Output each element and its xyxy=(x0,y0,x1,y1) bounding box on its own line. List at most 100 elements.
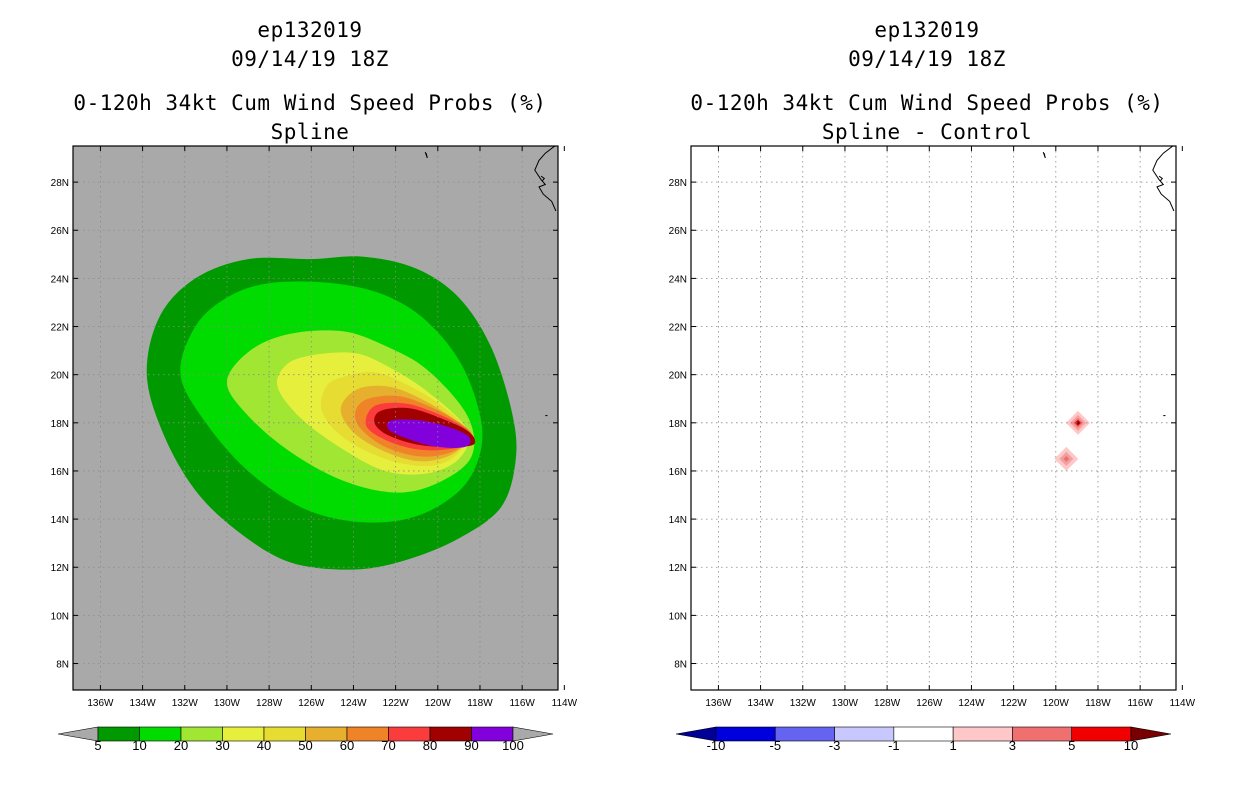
map-panel-left: 136W 134W 132W 130W 128W 126W 124W 122W 120W 118W… xyxy=(51,145,578,753)
colorbar-label: 70 xyxy=(381,738,395,753)
colorbar-bin xyxy=(952,726,1013,742)
xtick-label: 114W xyxy=(552,698,578,709)
ytick-label: 24N xyxy=(669,274,687,285)
island-guadalupe xyxy=(1042,151,1046,159)
island-cedros xyxy=(540,175,546,182)
island-guadalupe xyxy=(424,151,428,159)
ytick-label: 14N xyxy=(669,515,687,526)
right-title-storm-id: ep132019 xyxy=(874,18,980,42)
map-frame xyxy=(690,145,1177,691)
ytick-label: 18N xyxy=(669,419,687,430)
xtick-label: 124W xyxy=(340,698,367,709)
xtick-label: 116W xyxy=(1127,698,1153,709)
xtick-label: 128W xyxy=(874,698,901,709)
xtick-label: 124W xyxy=(958,698,985,709)
xtick-label: 134W xyxy=(748,698,775,709)
contour-fill-90 xyxy=(387,419,471,448)
colorbar-label: 5 xyxy=(94,738,101,753)
map-background xyxy=(691,146,1176,690)
ytick-label: 10N xyxy=(51,611,69,622)
map-content xyxy=(73,146,558,690)
ytick-label: 12N xyxy=(51,563,69,574)
colorbar-label: -10 xyxy=(707,738,726,753)
xtick-label: 132W xyxy=(172,698,199,709)
ytick-label: 8N xyxy=(56,660,69,671)
xtick-label: 130W xyxy=(832,698,859,709)
ytick-label: 28N xyxy=(51,178,69,189)
xtick-label: 118W xyxy=(467,698,493,709)
map-content xyxy=(691,146,1176,690)
ytick-label: 16N xyxy=(669,467,687,478)
xtick-label: 126W xyxy=(298,698,325,709)
xtick-label: 136W xyxy=(705,698,732,709)
coastline-baja xyxy=(1152,146,1175,212)
colorbar-over-triangle xyxy=(512,726,554,742)
ytick-label: 26N xyxy=(669,226,687,237)
colorbar-label: 50 xyxy=(298,738,312,753)
colorbar-bin xyxy=(774,726,835,742)
right-panel-title: ep132019 09/14/19 18Z 0-120h 34kt Cum Wi… xyxy=(677,16,1177,147)
xtick-label: 126W xyxy=(916,698,943,709)
colorbar-label: 80 xyxy=(423,738,437,753)
colorbar-right: -10 -5 -3 -1 1 3 5 10 xyxy=(675,726,1172,753)
colorbar-label: 60 xyxy=(340,738,354,753)
ytick-label: 14N xyxy=(51,515,69,526)
xtick-label: 130W xyxy=(214,698,241,709)
ytick-label: 16N xyxy=(51,467,69,478)
colorbar-label: 1 xyxy=(950,738,957,753)
ytick-label: 18N xyxy=(51,419,69,430)
colorbar-label: 40 xyxy=(257,738,271,753)
xtick-label: 134W xyxy=(130,698,157,709)
diff-blob-north-core xyxy=(1076,421,1080,425)
ytick-label: 20N xyxy=(51,371,69,382)
xtick-label: 122W xyxy=(1001,698,1028,709)
ytick-label: 8N xyxy=(674,660,687,671)
colorbar-label: 10 xyxy=(1124,738,1138,753)
colorbar-bin xyxy=(1071,726,1132,742)
colorbar-label: 100 xyxy=(502,738,524,753)
ytick-label: 22N xyxy=(669,323,687,334)
colorbar-label: -3 xyxy=(829,738,841,753)
island-cedros xyxy=(1158,175,1164,182)
xtick-label: 120W xyxy=(425,698,452,709)
xtick-label: 120W xyxy=(1043,698,1070,709)
map-panel-right: 136W 134W 132W 130W 128W 126W 124W 122W 120W 118W… xyxy=(669,145,1196,753)
colorbar-over-triangle xyxy=(1130,726,1172,742)
colorbar-bin xyxy=(1012,726,1073,742)
colorbar-label: -5 xyxy=(770,738,782,753)
colorbar-label: 10 xyxy=(132,738,146,753)
left-title-method: Spline xyxy=(270,120,350,144)
colorbar-under-triangle xyxy=(57,726,99,742)
map-frame xyxy=(72,145,559,691)
colorbar-label: 5 xyxy=(1068,738,1075,753)
xtick-label: 118W xyxy=(1085,698,1111,709)
xtick-label: 116W xyxy=(509,698,535,709)
xtick-label: 122W xyxy=(383,698,410,709)
colorbar-label: 30 xyxy=(215,738,229,753)
xtick-label: 136W xyxy=(87,698,114,709)
colorbar-label: -1 xyxy=(888,738,900,753)
colorbar-label: 3 xyxy=(1009,738,1016,753)
ytick-label: 28N xyxy=(669,178,687,189)
right-title-datetime: 09/14/19 18Z xyxy=(848,47,1006,71)
xtick-label: 132W xyxy=(790,698,817,709)
coastline-baja xyxy=(534,146,557,212)
ytick-label: 24N xyxy=(51,274,69,285)
colorbar-left: 5 10 20 30 40 50 60 70 80 90 100 xyxy=(57,726,554,753)
right-title-product: 0-120h 34kt Cum Wind Speed Probs (%) xyxy=(690,91,1164,115)
xtick-label: 114W xyxy=(1170,698,1196,709)
left-title-storm-id: ep132019 xyxy=(257,18,363,42)
ytick-label: 12N xyxy=(669,563,687,574)
ytick-label: 10N xyxy=(669,611,687,622)
colorbar-bin xyxy=(893,726,954,742)
colorbar-label: 20 xyxy=(174,738,188,753)
left-panel-title: ep132019 09/14/19 18Z 0-120h 34kt Cum Wi… xyxy=(60,16,560,147)
colorbar-bin xyxy=(834,726,895,742)
left-title-datetime: 09/14/19 18Z xyxy=(231,47,389,71)
xtick-label: 128W xyxy=(256,698,283,709)
ytick-label: 20N xyxy=(669,371,687,382)
right-title-method: Spline - Control xyxy=(821,120,1033,144)
colorbar-label: 90 xyxy=(464,738,478,753)
left-title-product: 0-120h 34kt Cum Wind Speed Probs (%) xyxy=(73,91,547,115)
